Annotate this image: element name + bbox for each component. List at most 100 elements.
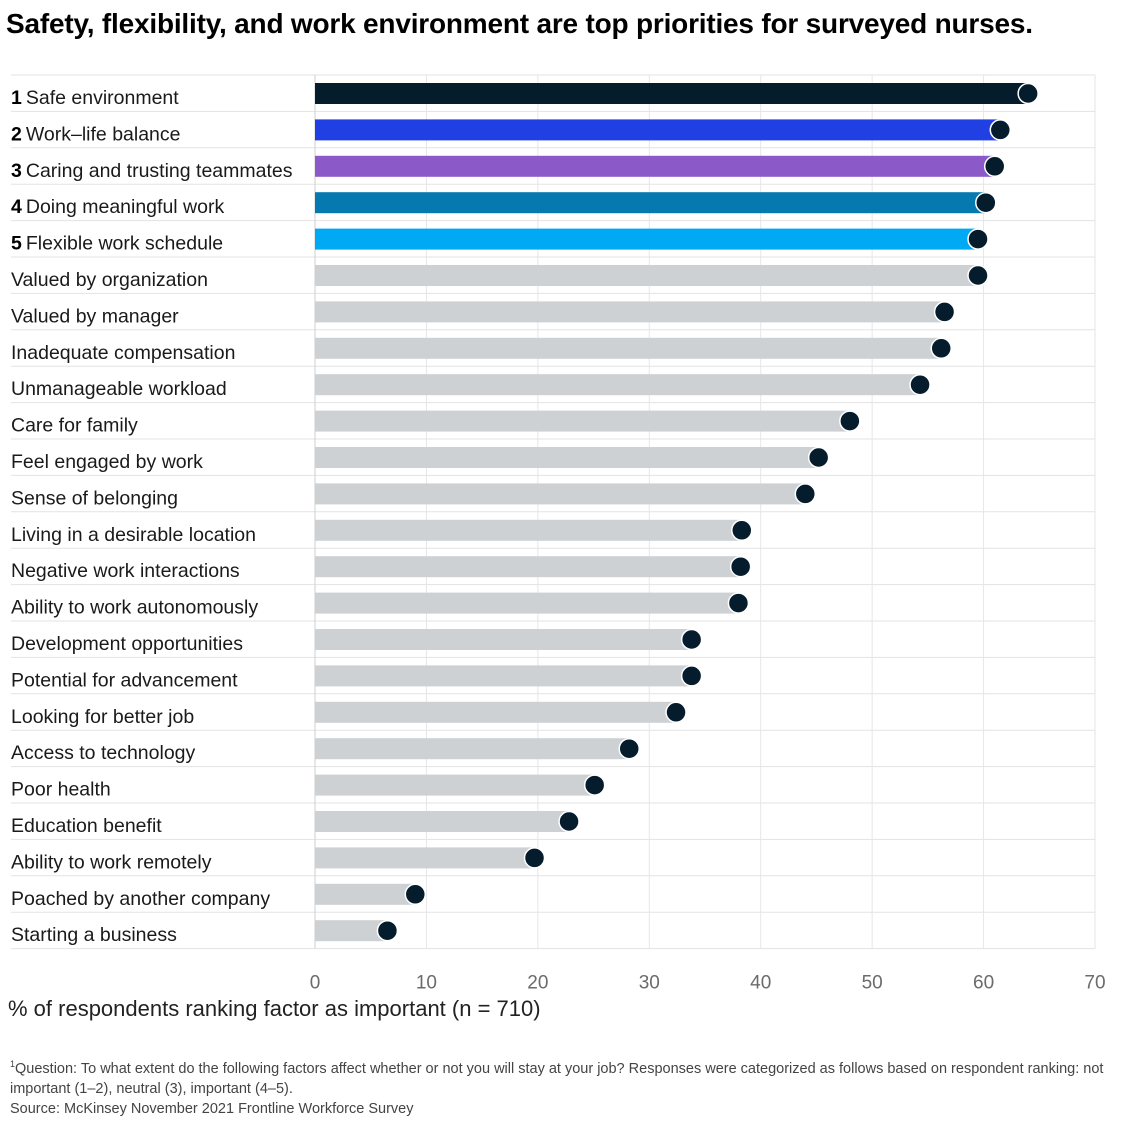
x-tick-label: 70 xyxy=(1084,973,1105,994)
bar-21 xyxy=(315,811,570,832)
bar-4 xyxy=(315,192,986,214)
dot-18 xyxy=(665,701,687,724)
category-label: Access to technology xyxy=(11,742,196,764)
category-label: Care for family xyxy=(11,415,138,437)
bar-12 xyxy=(315,483,806,505)
category-label: Negative work interactions xyxy=(11,560,240,582)
bar-14 xyxy=(315,556,741,578)
bar-7 xyxy=(315,301,945,323)
dot-10 xyxy=(839,410,861,432)
dot-5 xyxy=(967,228,989,250)
bar-2 xyxy=(315,119,1001,141)
category-label: Poor health xyxy=(11,779,111,801)
category-name: Safe environment xyxy=(26,87,179,109)
category-label: Feel engaged by work xyxy=(11,451,203,473)
category-label: 1 Safe environment xyxy=(11,87,179,109)
category-label: Ability to work remotely xyxy=(11,851,212,873)
dot-1 xyxy=(1017,82,1039,105)
dot-20 xyxy=(583,774,606,796)
bar-23 xyxy=(315,883,416,905)
category-name: Caring and trusting teammates xyxy=(26,160,293,182)
category-rank: 4 xyxy=(11,196,22,218)
dot-12 xyxy=(794,483,817,505)
category-rank: 1 xyxy=(11,87,22,109)
category-label: 5 Flexible work schedule xyxy=(11,233,223,255)
bar-6 xyxy=(315,265,978,286)
bar-9 xyxy=(315,374,921,396)
category-label: 3 Caring and trusting teammates xyxy=(11,160,293,182)
x-tick-label: 0 xyxy=(310,973,321,994)
dot-19 xyxy=(618,737,640,760)
bar-19 xyxy=(315,738,630,760)
category-label: Development opportunities xyxy=(11,633,243,655)
dot-9 xyxy=(909,373,931,396)
x-tick-label: 50 xyxy=(862,973,883,994)
dot-13 xyxy=(731,519,753,542)
bar-10 xyxy=(315,410,850,432)
bar-22 xyxy=(315,847,535,869)
dot-24 xyxy=(376,919,399,942)
category-rank: 3 xyxy=(11,160,22,182)
bar-layer xyxy=(315,82,1039,942)
bar-24 xyxy=(315,920,388,942)
category-label: Living in a desirable location xyxy=(11,524,256,546)
bar-11 xyxy=(315,447,819,468)
grid-layer xyxy=(11,74,1096,950)
footnote-source: Source: McKinsey November 2021 Frontline… xyxy=(10,1100,414,1117)
dot-17 xyxy=(680,665,703,687)
dot-22 xyxy=(523,847,546,869)
footnote: 1Question: To what extent do the followi… xyxy=(10,1054,1110,1119)
footnote-question-text: Question: To what extent do the followin… xyxy=(10,1060,1104,1097)
chart-title: Safety, flexibility, and work environmen… xyxy=(6,8,1033,39)
footnote-question: 1Question: To what extent do the followi… xyxy=(10,1054,1110,1099)
x-tick-label: 30 xyxy=(639,973,660,994)
category-label: Poached by another company xyxy=(11,888,270,910)
bar-5 xyxy=(315,228,978,250)
category-name: Doing meaningful work xyxy=(26,196,225,218)
x-tick-label: 60 xyxy=(973,973,994,994)
bar-16 xyxy=(315,629,692,650)
dot-14 xyxy=(729,555,752,578)
category-label: Valued by manager xyxy=(11,305,179,327)
dot-4 xyxy=(975,191,997,214)
category-rank: 5 xyxy=(11,233,22,255)
bar-1 xyxy=(315,83,1029,104)
category-label: Inadequate compensation xyxy=(11,342,235,364)
x-axis-ticks: 0 10 20 30 40 50 60 70 xyxy=(310,973,1106,994)
bar-20 xyxy=(315,774,595,796)
dot-23 xyxy=(404,883,427,906)
x-tick-label: 40 xyxy=(750,973,771,994)
category-name: Flexible work schedule xyxy=(26,233,223,255)
footnote-marker: 1 xyxy=(10,1059,16,1069)
category-label: Sense of belonging xyxy=(11,487,178,509)
category-label: 2 Work–life balance xyxy=(11,123,181,145)
dot-16 xyxy=(680,628,703,651)
dot-2 xyxy=(989,119,1012,141)
x-axis-label: % of respondents ranking factor as impor… xyxy=(8,996,541,1021)
bar-3 xyxy=(315,155,995,177)
dot-11 xyxy=(807,446,830,469)
x-tick-label: 10 xyxy=(416,973,437,994)
bar-8 xyxy=(315,337,942,359)
category-rank: 2 xyxy=(11,123,22,145)
category-label: Education benefit xyxy=(11,815,162,837)
category-name: Work–life balance xyxy=(26,123,181,145)
dot-15 xyxy=(727,592,750,614)
bar-13 xyxy=(315,519,742,541)
dot-6 xyxy=(967,264,989,287)
category-label: Potential for advancement xyxy=(11,669,238,691)
dot-8 xyxy=(930,337,952,360)
bar-15 xyxy=(315,592,739,614)
dot-3 xyxy=(983,155,1006,178)
bar-17 xyxy=(315,665,692,687)
dot-21 xyxy=(558,810,580,833)
x-tick-label: 20 xyxy=(527,973,548,994)
category-label: Valued by organization xyxy=(11,269,208,291)
dot-7 xyxy=(933,301,956,323)
category-label: 4 Doing meaningful work xyxy=(11,196,224,218)
category-label: Unmanageable workload xyxy=(11,378,227,400)
bar-18 xyxy=(315,701,677,723)
category-label: Starting a business xyxy=(11,924,177,946)
